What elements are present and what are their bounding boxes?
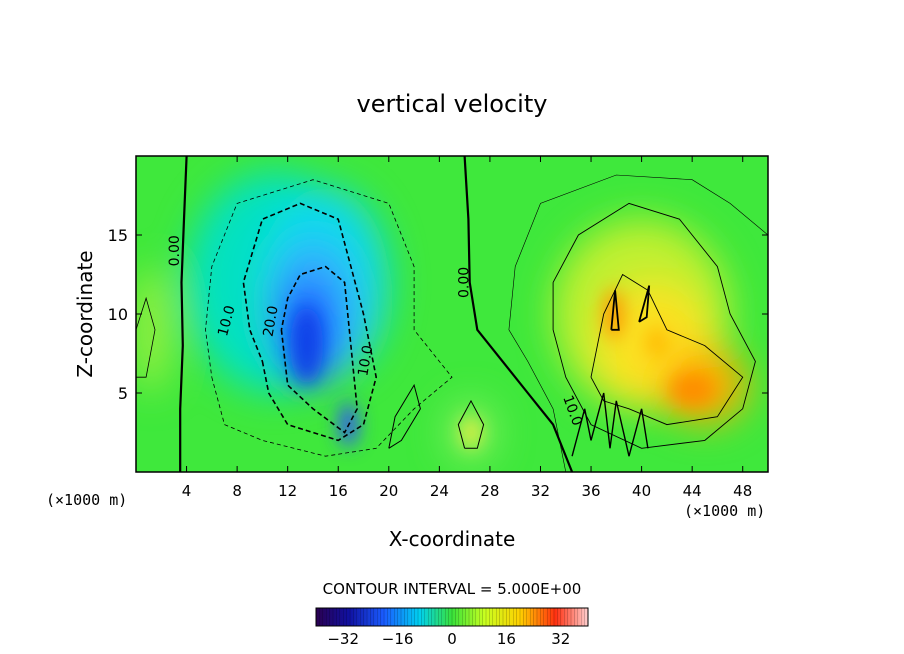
x-tick-label: 8 xyxy=(232,482,242,500)
colorbar-tick-label: −32 xyxy=(327,630,359,648)
colorbar-tick-label: 32 xyxy=(551,630,570,648)
field-shade-core xyxy=(645,326,669,359)
y-axis-label: Z-coordinate xyxy=(73,250,97,377)
x-tick-label: 32 xyxy=(531,482,550,500)
x-tick-label: 36 xyxy=(581,482,600,500)
x-tick-label: 48 xyxy=(733,482,752,500)
x-unit-left: (×1000 m) xyxy=(46,491,127,509)
x-tick-label: 4 xyxy=(182,482,192,500)
contour-line xyxy=(136,296,156,378)
x-tick-label: 28 xyxy=(480,482,499,500)
field-shade xyxy=(136,266,171,393)
contour-line xyxy=(280,265,359,434)
contour-label: 20.0 xyxy=(261,304,282,337)
x-tick-label: 24 xyxy=(430,482,449,500)
x-tick-label: 44 xyxy=(683,482,702,500)
contour-label: 10.0 xyxy=(355,344,376,377)
colorbar-tick-label: 0 xyxy=(447,630,457,648)
x-tick-label: 40 xyxy=(632,482,651,500)
contour-label: 10.0 xyxy=(215,304,239,338)
contour-line xyxy=(610,290,620,331)
y-tick-label: 15 xyxy=(108,226,128,245)
field-shade-core xyxy=(460,416,482,449)
contour-line xyxy=(552,202,756,449)
x-unit-right: (×1000 m) xyxy=(684,502,765,520)
contour-interval-label: CONTOUR INTERVAL = 5.000E+00 xyxy=(323,580,582,598)
contour-line xyxy=(205,179,453,457)
contour-line xyxy=(463,156,574,472)
y-tick-label: 10 xyxy=(108,305,128,324)
colorbar-tick-label: 16 xyxy=(497,630,516,648)
contour-line xyxy=(508,174,768,472)
plot-area xyxy=(136,156,768,472)
contour-label: 0.00 xyxy=(456,267,472,298)
contour-line xyxy=(388,383,421,449)
x-tick-label: 16 xyxy=(329,482,348,500)
contour-line xyxy=(457,399,485,449)
contour-line xyxy=(242,202,378,442)
contour-line xyxy=(571,392,649,457)
colorbar-tick-label: −16 xyxy=(382,630,414,648)
contour-label: 0.00 xyxy=(167,235,183,266)
contour-line xyxy=(638,285,651,323)
contour-line xyxy=(590,273,744,426)
x-axis-label: X-coordinate xyxy=(389,527,516,551)
chart-title: vertical velocity xyxy=(357,90,548,118)
y-tick-label: 5 xyxy=(118,384,128,403)
field-shade-core xyxy=(290,306,324,386)
x-tick-label: 12 xyxy=(278,482,297,500)
x-tick-label: 20 xyxy=(379,482,398,500)
contour-line xyxy=(179,156,188,472)
field-shade-core xyxy=(669,372,715,408)
